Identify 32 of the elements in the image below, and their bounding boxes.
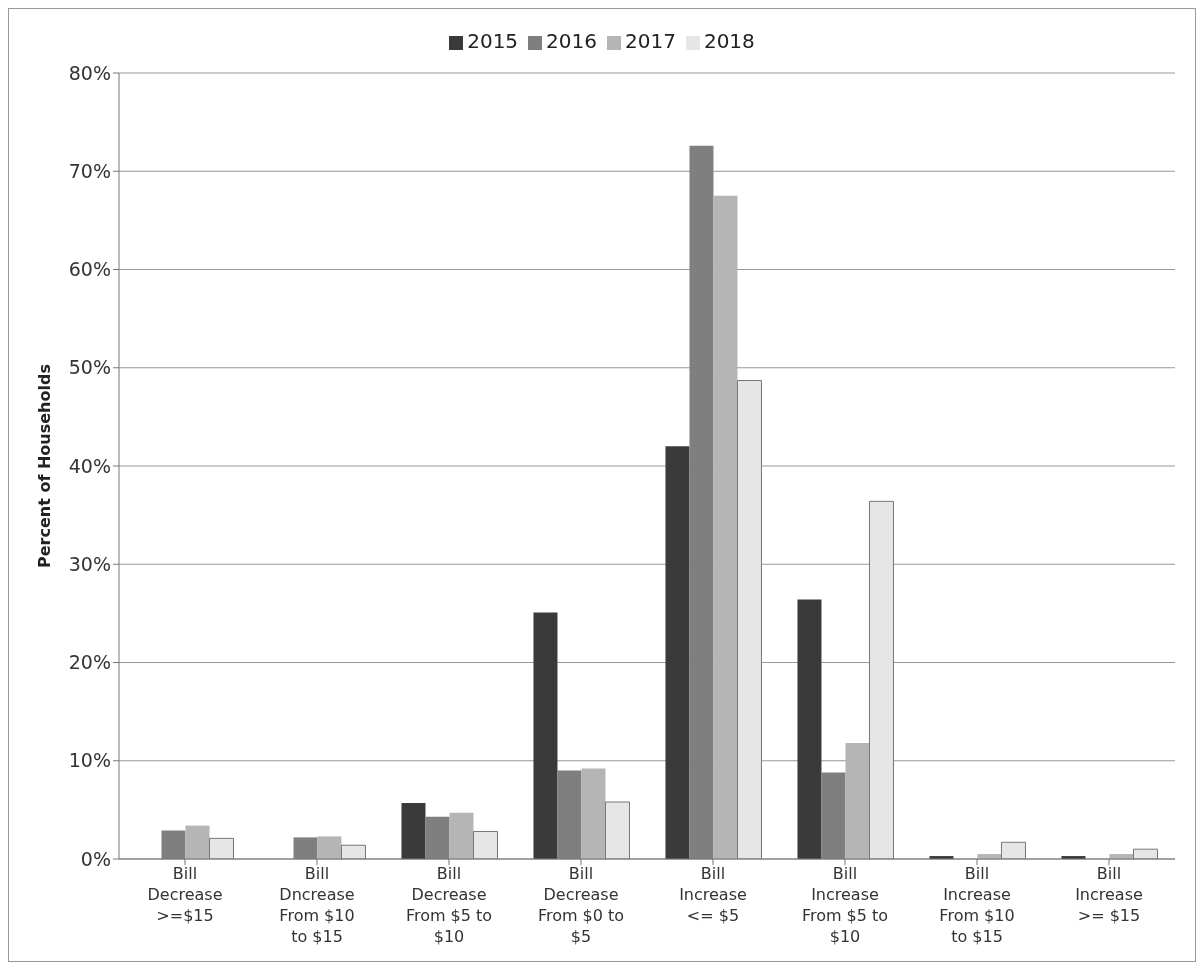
bar [533, 612, 558, 859]
x-tick-label: Bill Decrease From $0 to $5 [537, 864, 625, 946]
y-tick-label: 50% [68, 356, 111, 379]
y-tick-label: 10% [68, 749, 111, 772]
bar [401, 803, 426, 859]
x-tick-label: Bill Dncrease From $10 to $15 [279, 864, 355, 946]
y-tick-label: 30% [68, 552, 111, 575]
bar [665, 446, 690, 859]
y-tick-label: 80% [68, 61, 111, 84]
x-tick-label: Bill Increase >= $15 [1075, 864, 1143, 925]
legend-label: 2017 [625, 29, 676, 53]
x-tick-label: Bill Decrease >=$15 [147, 864, 223, 925]
bar [845, 743, 870, 859]
legend-label: 2018 [703, 29, 755, 53]
y-tick-label: 20% [68, 651, 111, 674]
x-tick-label: Bill Increase From $10 to $15 [939, 864, 1015, 946]
bar [317, 836, 342, 859]
bar [185, 825, 210, 859]
x-tick-label: Bill Increase <= $5 [679, 864, 747, 925]
y-tick-label: 40% [68, 454, 111, 477]
bar [713, 195, 738, 859]
legend-label: 2016 [546, 29, 597, 53]
y-axis-title: Percent of Households [34, 364, 54, 568]
bar [797, 599, 822, 859]
legend-label: 2015 [467, 29, 519, 53]
x-tick-label: Bill Decrease From $5 to $10 [405, 864, 493, 946]
bar [581, 768, 606, 859]
y-tick-label: 0% [80, 847, 111, 870]
bar [449, 812, 474, 859]
x-tick-label: Bill Increase From $5 to $10 [801, 864, 889, 946]
y-tick-label: 60% [68, 258, 111, 281]
y-tick-label: 70% [68, 159, 111, 182]
